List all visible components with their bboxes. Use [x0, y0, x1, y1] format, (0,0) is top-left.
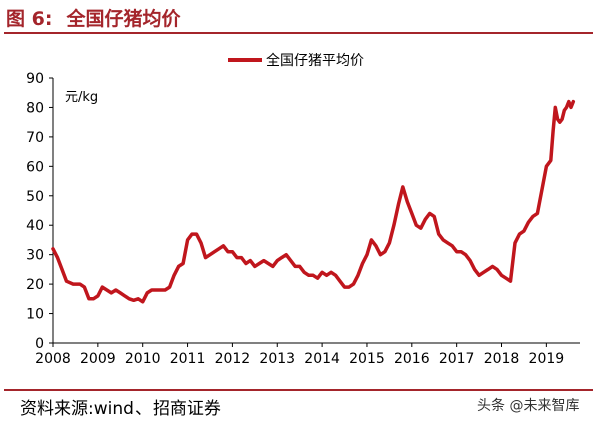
figure-title-text: 全国仔猪均价 [66, 8, 181, 30]
y-tick-label: 80 [26, 100, 44, 116]
y-tick-label: 90 [26, 71, 44, 87]
x-tick-label: 2017 [439, 351, 475, 367]
figure-label: 图 6: [6, 8, 53, 30]
x-tick-label: 2010 [125, 351, 161, 367]
source-prefix: 资料来源: [20, 399, 94, 419]
axes: 0 10 20 30 40 50 60 70 80 90 2008 2009 2010 2011 2012 2… [26, 71, 580, 367]
x-tick-label: 2014 [304, 351, 340, 367]
x-tick-label: 2018 [484, 351, 520, 367]
x-tick-label: 2013 [259, 351, 295, 367]
y-tick-label: 40 [26, 218, 44, 234]
y-tick-label: 70 [26, 130, 44, 146]
y-tick-label: 60 [26, 159, 44, 175]
x-tick-label: 2009 [80, 351, 116, 367]
y-tick-label: 0 [35, 336, 44, 352]
legend: 全国仔猪平均价 [228, 52, 364, 69]
source-text: wind [93, 399, 134, 419]
x-tick-label: 2015 [349, 351, 385, 367]
source-separator: 、 [134, 399, 152, 419]
title-divider [4, 32, 593, 34]
x-tick-label: 2008 [35, 351, 71, 367]
figure-title: 图 6: 全国仔猪均价 [6, 4, 180, 31]
legend-label: 全国仔猪平均价 [266, 52, 364, 69]
x-tick-label: 2019 [529, 351, 565, 367]
x-tick-label: 2011 [170, 351, 206, 367]
y-tick-label: 30 [26, 248, 44, 264]
source-provider: 招商证券 [152, 399, 221, 419]
series-layer [51, 99, 576, 304]
watermark: 头条 @未来智库 [477, 398, 580, 414]
y-tick-label: 20 [26, 277, 44, 293]
source-note: 资料来源:wind、招商证券 [20, 394, 221, 419]
x-tick-label: 2016 [394, 351, 430, 367]
series-line-0 [51, 99, 576, 304]
y-tick-label: 50 [26, 189, 44, 205]
unit-label: 元/kg [65, 90, 98, 105]
source-divider [4, 389, 593, 391]
x-tick-label: 2012 [215, 351, 251, 367]
y-tick-label: 10 [26, 307, 44, 323]
